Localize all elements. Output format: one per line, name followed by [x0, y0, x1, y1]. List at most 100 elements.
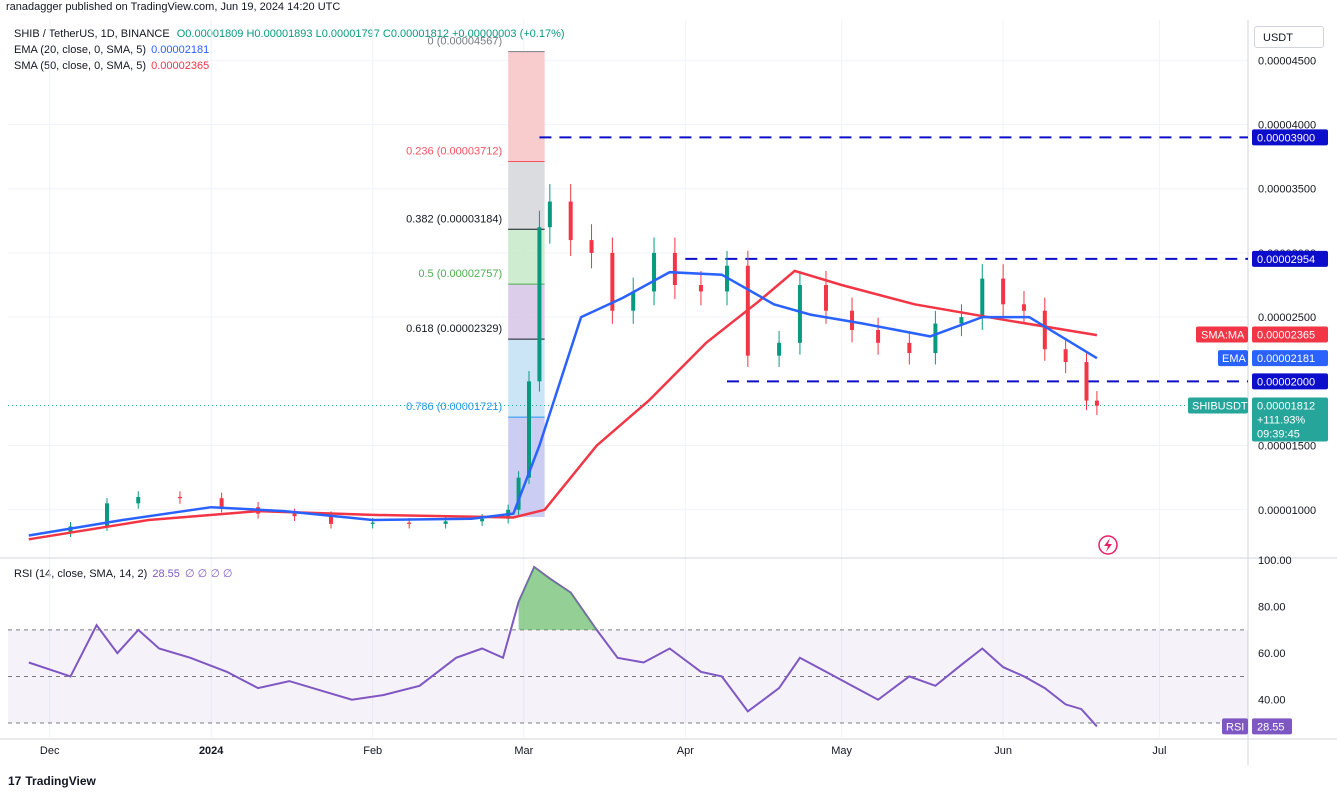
price-axis-label: 0.00002500 [1258, 312, 1316, 324]
ema-value: 0.00002181 [151, 44, 210, 56]
rsi-extra-values: ∅ ∅ ∅ ∅ [184, 568, 233, 580]
candle-body [537, 227, 542, 382]
candle-body [980, 278, 985, 318]
ema-label[interactable]: EMA (20, close, 0, SMA, 5) [14, 44, 147, 56]
time-axis-label: Dec [40, 745, 60, 757]
candle-body [631, 291, 636, 311]
candle-body [652, 252, 657, 292]
brand-name: TradingView [25, 774, 96, 788]
time-axis-label: May [831, 745, 852, 757]
candle-body [547, 201, 552, 228]
candle-body [959, 317, 964, 324]
price-axis-label: 0.00004500 [1258, 55, 1316, 67]
fib-zone [508, 417, 545, 517]
ema-tag-value-bg [1252, 350, 1328, 367]
legend-sma-row: SMA (50, close, 0, SMA, 5) 0.00002365 [14, 60, 209, 72]
rsi-label[interactable]: RSI (14, close, SMA, 14, 2) [14, 568, 148, 580]
price-axis-label: 0.00004000 [1258, 119, 1316, 131]
tradingview-logo[interactable]: 17 TradingView [8, 774, 96, 788]
time-axis-label: Feb [363, 745, 382, 757]
level-price-tag: 0.00002954 [1257, 254, 1315, 266]
lightning-icon-bolt [1104, 538, 1112, 552]
legend-symbol-row: SHIB / TetherUS, 1D, BINANCE O0.00001809… [14, 28, 565, 40]
price-tags: 0.00003900 0.00002954 0.00002000 SMA:MA 0.00… [1188, 129, 1328, 735]
last-tag-value: 0.00001812 [1257, 400, 1315, 412]
candle-body [527, 381, 532, 478]
ema-tag-value: 0.00002181 [1257, 353, 1315, 365]
time-axis-label: 2024 [199, 745, 224, 757]
sma-value: 0.00002365 [151, 60, 210, 72]
fib-label: 0.382 (0.00003184) [406, 213, 502, 225]
candle-body [219, 498, 224, 508]
fib-label: 0.5 (0.00002757) [418, 268, 502, 280]
sma-tag-label-bg [1196, 326, 1248, 343]
price-axis-label: 0.00001000 [1258, 505, 1316, 517]
time-axis-label: Apr [677, 745, 694, 757]
candle-body [610, 252, 615, 311]
candle-body [823, 285, 828, 311]
chart-axes: 0.000045000.000040000.000035000.00003000… [40, 55, 1316, 757]
candle-body [777, 342, 782, 356]
symbol-name[interactable]: SHIB / TetherUS, 1D, BINANCE [14, 28, 170, 40]
rsi-tag-label: RSI [1226, 721, 1244, 733]
rsi-overbought-fill [518, 566, 597, 630]
sma-label[interactable]: SMA (50, close, 0, SMA, 5) [14, 60, 147, 72]
lightning-icon-ring [1098, 535, 1118, 555]
candle-body [329, 516, 334, 524]
candle-body [933, 323, 938, 354]
sma-tag-value-bg [1252, 326, 1328, 343]
ema-tag-label: EMA [1222, 353, 1247, 365]
fib-label: 0.236 (0.00003712) [406, 145, 502, 157]
lightning-icon[interactable] [1098, 535, 1118, 555]
legend-ema-row: EMA (20, close, 0, SMA, 5) 0.00002181 [14, 44, 209, 56]
candle-body [443, 521, 448, 524]
time-axis-label: Jun [994, 745, 1012, 757]
candle-body [104, 503, 109, 527]
rsi-axis-label: 40.00 [1258, 695, 1286, 707]
rsi-pane [8, 565, 1248, 728]
time-axis-label: Mar [514, 745, 533, 757]
level-price-tag-bg [1252, 373, 1328, 390]
candle-body [1021, 304, 1026, 311]
level-price-tag: 0.00002000 [1257, 376, 1315, 388]
candle-body [797, 285, 802, 343]
fib-zone [508, 51, 545, 162]
fibonacci-retracement[interactable]: 0 (0.00004567) 0.236 (0.00003712) 0.382 (0… [406, 36, 545, 517]
candle-body [698, 285, 703, 292]
time-axis-label: Jul [1152, 745, 1166, 757]
last-tag-change: +111.93% [1257, 414, 1305, 426]
sma-tag-label: SMA:MA [1201, 329, 1245, 341]
candle-body [907, 342, 912, 354]
candle-body [407, 522, 412, 524]
candle-body [672, 252, 677, 286]
candle-body [370, 522, 375, 524]
fib-label: 0 (0.00004567) [428, 36, 503, 48]
rsi-axis-label: 60.00 [1258, 648, 1286, 660]
last-tag-bg [1252, 397, 1328, 442]
candle-body [177, 496, 182, 499]
level-price-tag-bg [1252, 250, 1328, 267]
horizontal-levels[interactable] [8, 136, 1248, 406]
fib-label: 0.786 (0.00001721) [406, 401, 502, 413]
candle-body [1063, 349, 1068, 363]
price-axis-label: 0.00003500 [1258, 184, 1316, 196]
last-tag-label: SHIBUSDT [1192, 400, 1248, 412]
moving-averages [28, 269, 1098, 541]
candle-body [1084, 362, 1089, 401]
candle-body [1094, 400, 1099, 406]
last-tag-timer: 09:39:45 [1257, 428, 1300, 440]
sma-tag-value: 0.00002365 [1257, 329, 1315, 341]
price-axis-label: 0.00001500 [1258, 441, 1316, 453]
fib-label: 0.618 (0.00002329) [406, 323, 502, 335]
candle-body [292, 513, 297, 517]
rsi-axis-label: 80.00 [1258, 602, 1286, 614]
candle-body [850, 310, 855, 330]
rsi-tag-label-bg [1222, 718, 1248, 735]
candle-body [480, 518, 485, 522]
rsi-axis-label: 100.00 [1258, 555, 1292, 567]
price-series [68, 184, 1099, 538]
currency-selector-button[interactable]: USDT [1254, 26, 1324, 48]
candle-body [516, 477, 521, 510]
candle-body [568, 201, 573, 241]
